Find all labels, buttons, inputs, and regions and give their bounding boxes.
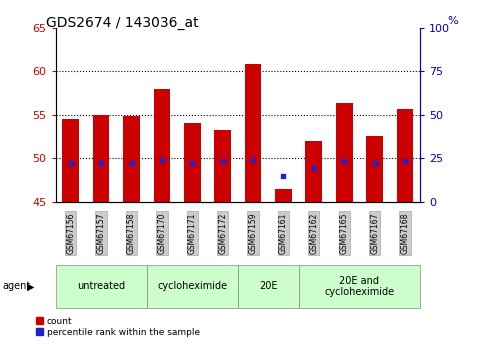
Text: GSM67156: GSM67156 (66, 212, 75, 254)
Bar (123, 117, 140, 202)
FancyBboxPatch shape (147, 265, 238, 308)
Text: 20E: 20E (259, 282, 278, 291)
Text: agent: agent (2, 282, 30, 291)
Bar (154, 89, 170, 202)
FancyBboxPatch shape (56, 265, 147, 308)
Bar (93, 115, 110, 202)
Text: GSM67157: GSM67157 (97, 212, 106, 254)
Text: GSM67167: GSM67167 (370, 212, 379, 254)
Bar (336, 104, 353, 202)
Text: ▶: ▶ (27, 282, 34, 291)
Bar (397, 109, 413, 202)
Bar (366, 137, 383, 202)
Text: GSM67168: GSM67168 (400, 212, 410, 254)
Text: GSM67170: GSM67170 (157, 212, 167, 254)
Text: GSM67161: GSM67161 (279, 212, 288, 254)
Text: GSM67162: GSM67162 (309, 212, 318, 254)
Bar (245, 64, 261, 202)
Text: GSM67165: GSM67165 (340, 212, 349, 254)
Text: GSM67171: GSM67171 (188, 212, 197, 254)
Text: 20E and
cycloheximide: 20E and cycloheximide (325, 276, 395, 297)
Text: GSM67158: GSM67158 (127, 212, 136, 254)
Text: untreated: untreated (77, 282, 125, 291)
Bar (62, 119, 79, 202)
Legend: count, percentile rank within the sample: count, percentile rank within the sample (36, 317, 200, 337)
Text: GDS2674 / 143036_at: GDS2674 / 143036_at (46, 16, 199, 30)
Bar (275, 189, 292, 202)
Bar (214, 129, 231, 202)
FancyBboxPatch shape (238, 265, 298, 308)
Bar (184, 124, 200, 202)
Text: GSM67172: GSM67172 (218, 212, 227, 254)
Text: cycloheximide: cycloheximide (157, 282, 227, 291)
FancyBboxPatch shape (298, 265, 420, 308)
Text: %: % (448, 16, 458, 26)
Bar (305, 141, 322, 202)
Text: GSM67159: GSM67159 (249, 212, 257, 254)
